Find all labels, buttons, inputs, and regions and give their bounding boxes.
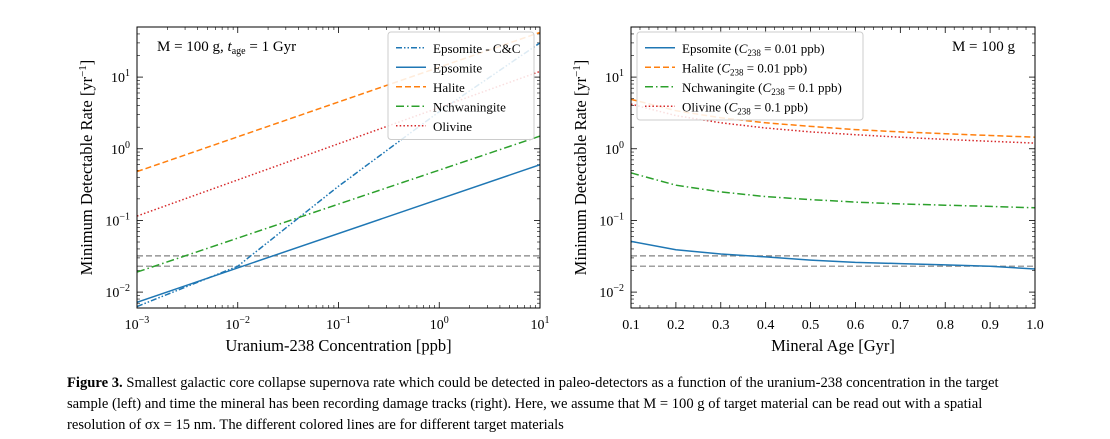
legend-label: Epsomite (433, 60, 482, 75)
x-tick-label: 1.0 (1026, 318, 1044, 333)
figure-caption: Figure 3. Smallest galactic core collaps… (67, 373, 1042, 436)
x-tick-label: 0.4 (757, 318, 775, 333)
x-tick-label: 0.3 (712, 318, 730, 333)
x-axis: 10−3 10−2 10−1 100 101 (125, 27, 550, 333)
legend-label: Halite (C238 = 0.01 ppb) (682, 60, 807, 77)
legend-label: Nchwaningite (C238 = 0.1 ppb) (682, 80, 842, 97)
x-tick-label: 10−3 (125, 315, 150, 333)
x-tick-label: 0.8 (936, 318, 954, 333)
y-axis-label: Minimum Detectable Rate [yr−1] (571, 60, 590, 276)
legend: Epsomite (C238 = 0.01 ppb) Halite (C238 =… (636, 31, 864, 121)
legend: Epsomite - C&C Epsomite Halite Nchwaningite… (387, 31, 535, 140)
legend-label: Epsomite (C238 = 0.01 ppb) (682, 41, 825, 58)
chart-panel-left: 10−3 10−2 10−1 100 101 10−2 10−1 100 101 Uranium-… (77, 26, 550, 355)
series-line (137, 163, 540, 304)
x-tick-label: 0.2 (667, 318, 685, 333)
y-tick-label: 10−1 (105, 211, 130, 229)
y-tick-label: 10−1 (599, 211, 624, 229)
caption-label: Figure 3. (67, 375, 123, 391)
series-line (631, 172, 1035, 209)
x-tick-label: 101 (531, 315, 550, 333)
y-tick-label: 10−2 (599, 283, 624, 301)
legend-label: Epsomite - C&C (433, 41, 520, 56)
x-tick-label: 10−2 (225, 315, 250, 333)
legend-label: Halite (433, 80, 465, 95)
x-axis-label: Mineral Age [Gyr] (771, 336, 895, 355)
y-axis: 10−2 10−1 100 101 (599, 26, 1035, 309)
x-tick-label: 0.5 (802, 318, 820, 333)
panel-annotation: M = 100 g (952, 39, 1016, 55)
legend-label: Olivine (433, 119, 472, 134)
x-tick-label: 10−1 (326, 315, 351, 333)
x-tick-label: 0.1 (622, 318, 640, 333)
legend-label: Nchwaningite (433, 99, 506, 114)
y-tick-label: 101 (111, 68, 130, 86)
legend-box (387, 31, 535, 140)
panel-annotation: M = 100 g, tage = 1 Gyr (157, 39, 296, 57)
y-tick-label: 101 (605, 68, 624, 86)
series-line (137, 70, 540, 217)
x-axis-label: Uranium-238 Concentration [ppb] (225, 336, 451, 355)
legend-label: Olivine (C238 = 0.1 ppb) (682, 99, 808, 116)
plot-frame (630, 26, 1036, 309)
legend-box (636, 31, 864, 121)
plot-frame (136, 26, 541, 309)
y-axis-label: Minimum Detectable Rate [yr−1] (77, 60, 96, 276)
caption-text: Smallest galactic core collapse supernov… (67, 375, 999, 433)
y-tick-label: 10−2 (105, 283, 130, 301)
chart-panel-right: 0.1 0.2 0.3 0.4 0.5 0.6 0.7 0.8 0.9 1.010−210−110… (571, 26, 1044, 355)
series-line (631, 240, 1035, 270)
x-tick-label: 0.9 (981, 318, 999, 333)
x-tick-label: 0.6 (847, 318, 865, 333)
x-tick-label: 0.7 (892, 318, 910, 333)
y-tick-label: 100 (111, 140, 130, 158)
x-tick-label: 100 (430, 315, 449, 333)
series-line (631, 103, 1035, 144)
y-tick-label: 100 (605, 140, 624, 158)
series-line (137, 135, 540, 273)
figure: 10−3 10−2 10−1 100 101 10−2 10−1 100 101 Uranium-… (77, 26, 1044, 355)
